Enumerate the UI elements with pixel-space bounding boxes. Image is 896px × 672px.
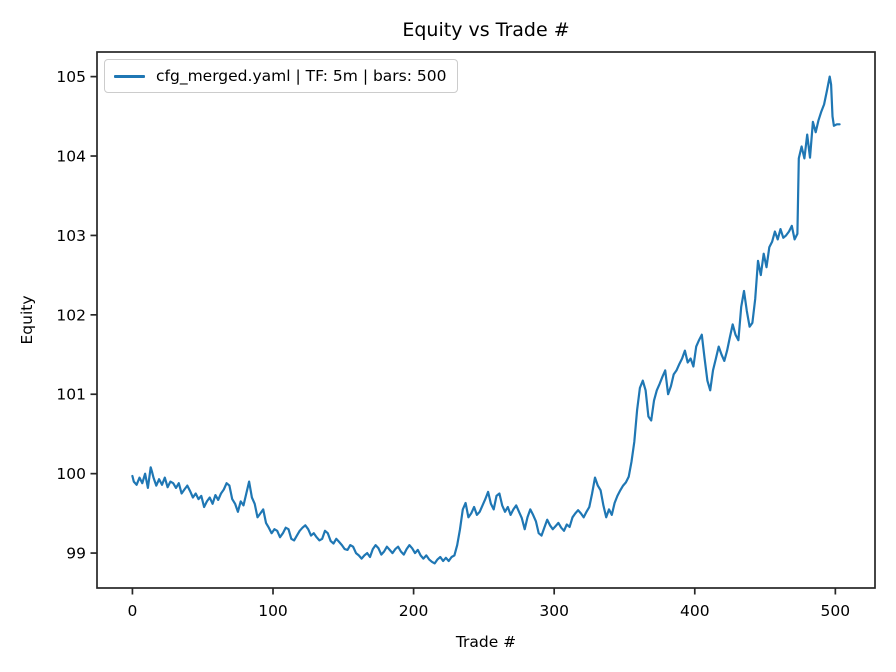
axes-spines bbox=[96, 51, 876, 589]
chart-title: Equity vs Trade # bbox=[402, 19, 570, 41]
y-tick-label: 101 bbox=[56, 386, 86, 404]
y-tick-label: 104 bbox=[56, 148, 86, 166]
x-tick-label: 300 bbox=[539, 602, 569, 620]
equity-series-line bbox=[131, 75, 841, 565]
y-tick-label: 102 bbox=[56, 306, 86, 324]
legend-entry-label: cfg_merged.yaml | TF: 5m | bars: 500 bbox=[156, 67, 447, 85]
y-axis-label: Equity bbox=[18, 295, 36, 345]
x-tick-label: 0 bbox=[127, 602, 137, 620]
x-tick-label: 100 bbox=[258, 602, 288, 620]
x-tick-label: 400 bbox=[680, 602, 710, 620]
x-axis-label: Trade # bbox=[455, 633, 517, 651]
y-tick-label: 103 bbox=[56, 227, 86, 245]
legend: cfg_merged.yaml | TF: 5m | bars: 500 bbox=[104, 59, 459, 93]
y-tick-label: 105 bbox=[56, 68, 86, 86]
legend-line-sample-icon bbox=[114, 74, 145, 78]
y-tick-label: 100 bbox=[56, 465, 86, 483]
y-tick-label: 99 bbox=[66, 545, 86, 563]
x-tick-label: 500 bbox=[821, 602, 851, 620]
x-tick-label: 200 bbox=[399, 602, 429, 620]
